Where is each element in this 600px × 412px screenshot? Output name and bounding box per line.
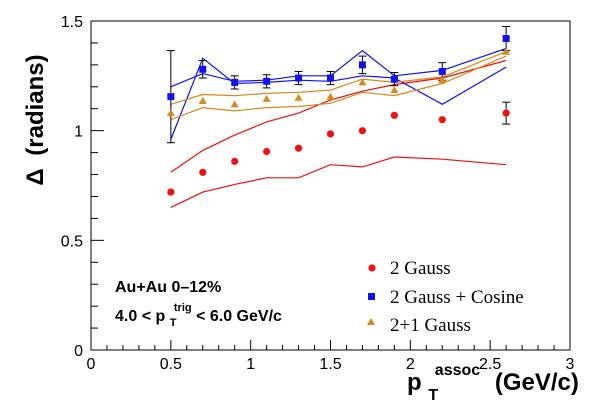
2-gauss-point (390, 111, 398, 119)
legend-marker-2plus1-gauss (367, 318, 375, 325)
2plus1-gauss-point (230, 100, 239, 108)
legend-label-2-gauss: 2 Gauss (390, 258, 451, 279)
annotation-range: 4.0 < p T trig < 6.0 GeV/c (115, 298, 282, 330)
2plus1-gauss-point (198, 97, 207, 105)
2-gauss-plus-cosine-band-upper-line (170, 47, 507, 88)
2plus1-gauss-band-upper-line (170, 51, 507, 105)
x-axis-sub: T (428, 387, 438, 404)
2-gauss-point (438, 116, 446, 124)
2plus1-gauss-point (438, 76, 447, 84)
annotation-range-prefix: 4.0 < p (115, 308, 165, 325)
annotation-range-suffix: < 6.0 GeV/c (196, 308, 282, 325)
2-gauss-point (294, 144, 303, 152)
2plus1-gauss-point (262, 94, 271, 102)
2-gauss-point (263, 147, 271, 156)
2-gauss-band-upper-line (170, 59, 507, 173)
2-gauss-point (167, 188, 175, 196)
x-tick-label: 2.5 (479, 356, 501, 373)
2plus1-gauss-point (326, 92, 335, 100)
2-gauss-plus-cosine-point (358, 61, 366, 69)
legend-label-2-gauss-cosine: 2 Gauss + Cosine (390, 287, 524, 308)
annotation-range-sup: trig (174, 302, 192, 314)
x-tick-label: 1 (246, 356, 255, 373)
x-axis-main: p (407, 369, 422, 396)
error-bars (166, 25, 511, 144)
x-axis-unit: (GeV/c) (495, 369, 579, 396)
legend-marker-2-gauss-cosine (368, 293, 375, 300)
y-axis-symbol: Δ (22, 168, 49, 185)
y-tick-label: 1 (74, 124, 83, 141)
2plus1-gauss-point (294, 93, 303, 101)
2-gauss-plus-cosine-point (390, 75, 398, 83)
2-gauss-point (358, 127, 367, 135)
2-gauss-plus-cosine-point (167, 93, 175, 101)
2-gauss-point (326, 130, 335, 138)
legend-label-2plus1-gauss: 2+1 Gauss (390, 315, 471, 336)
x-tick-label: 1.5 (319, 356, 341, 373)
annotation-range-sub: T (170, 317, 177, 329)
axis-ticks: 0 0.5 1 1.5 2 2.5 3 0 0.5 1 1.5 (61, 14, 575, 373)
x-tick-label: 3 (566, 356, 575, 373)
2-gauss-band-lower-line (170, 156, 507, 208)
x-axis-title: p T assoc (GeV/c) (407, 354, 579, 406)
y-tick-label: 1.5 (61, 14, 83, 31)
data-markers (166, 35, 511, 196)
x-tick-label: 0 (87, 356, 96, 373)
model-bands (170, 47, 507, 208)
x-tick-label: 2 (406, 356, 415, 373)
2-gauss-point (231, 157, 239, 165)
2-gauss-plus-cosine-point (199, 65, 207, 73)
2plus1-gauss-point (502, 47, 511, 55)
2-gauss-point (199, 168, 207, 176)
y-axis-unit: (radians) (22, 54, 49, 155)
annotation-system: Au+Au 0–12% (115, 279, 221, 296)
legend-marker-2-gauss (368, 264, 376, 272)
2-gauss-point (502, 109, 510, 117)
2-gauss-plus-cosine-point (502, 35, 510, 43)
2-gauss-plus-cosine-point (327, 74, 334, 82)
2-gauss-plus-cosine-band-lower-line (170, 57, 507, 140)
y-tick-label: 0.5 (61, 233, 83, 250)
x-axis-sup: assoc (435, 362, 480, 379)
y-tick-label: 0 (74, 343, 83, 360)
y-axis-title: Δ (radians) (22, 54, 49, 185)
2-gauss-plus-cosine-point (231, 78, 239, 86)
2plus1-gauss-point (166, 109, 175, 117)
2plus1-gauss-band-lower-line (170, 55, 507, 121)
2plus1-gauss-point (390, 86, 399, 94)
legend: 2 Gauss 2 Gauss + Cosine 2+1 Gauss (367, 258, 524, 336)
2-gauss-plus-cosine-point (295, 74, 303, 82)
2-gauss-plus-cosine-point (438, 67, 446, 75)
2-gauss-plus-cosine-point (263, 77, 271, 85)
2plus1-gauss-point (358, 78, 367, 86)
x-tick-label: 0.5 (160, 356, 182, 373)
